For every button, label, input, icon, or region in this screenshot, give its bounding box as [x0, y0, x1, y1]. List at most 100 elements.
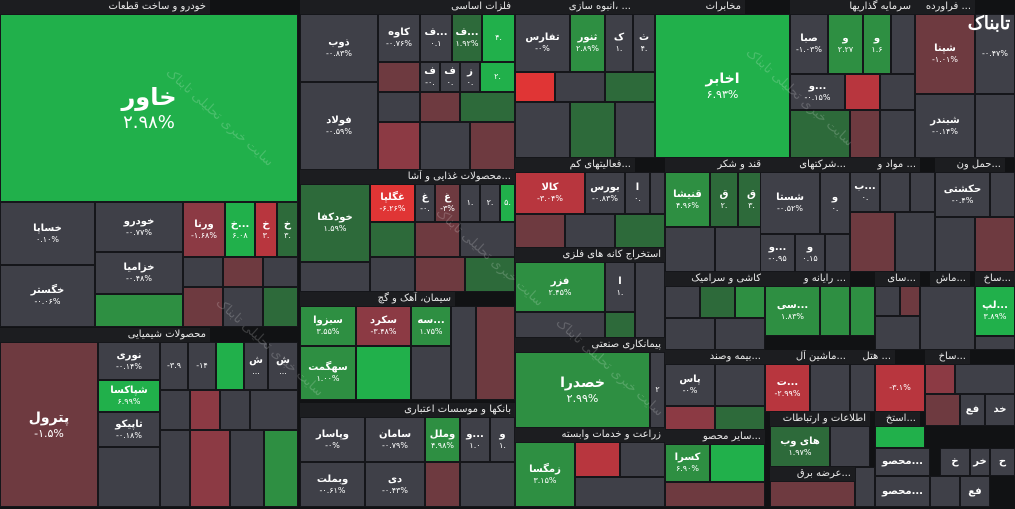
sector-header[interactable]: استخراج کانه های فلزی [515, 248, 665, 262]
sector-header[interactable]: فعالیتهای کم... [515, 158, 635, 172]
stock-tile[interactable] [715, 227, 765, 272]
stock-tile[interactable] [160, 390, 190, 430]
stock-tile[interactable] [880, 74, 915, 110]
stock-tile[interactable] [300, 262, 370, 292]
stock-tile[interactable] [665, 406, 715, 430]
stock-tile[interactable]: سی... ۱.۸۳% [765, 286, 820, 336]
stock-tile[interactable] [850, 286, 875, 336]
stock-tile[interactable] [620, 442, 665, 477]
stock-tile[interactable] [910, 172, 935, 212]
stock-tile[interactable] [895, 212, 935, 272]
stock-tile[interactable]: سه... ۱.۷۵% [411, 306, 451, 346]
stock-tile[interactable]: و... ۱.۰ [460, 417, 490, 462]
stock-tile[interactable] [190, 430, 230, 507]
stock-tile[interactable]: شستا -۰.۵۲% [760, 172, 820, 234]
stock-tile[interactable]: ف ۰. [440, 62, 460, 92]
stock-tile[interactable]: زمگسا ۳.۱۵% [515, 442, 575, 507]
stock-tile[interactable]: ۲. [480, 62, 515, 92]
stock-tile[interactable]: شپاکسا ۶.۹۹% [98, 380, 160, 412]
stock-tile[interactable]: سامان -۰.۷۹% [365, 417, 425, 462]
stock-tile[interactable] [930, 476, 960, 507]
stock-tile[interactable]: نوری -۰.۱۴% [98, 342, 160, 380]
stock-tile[interactable] [715, 318, 765, 350]
sector-header[interactable]: بانکها و موسسات اعتباری [300, 403, 515, 417]
stock-tile[interactable]: ۴. [482, 14, 515, 62]
stock-tile[interactable] [223, 287, 263, 327]
stock-tile[interactable]: ۲. [480, 184, 500, 222]
sector-header[interactable]: رایانه و ... [765, 272, 850, 286]
stock-tile[interactable] [216, 342, 244, 390]
stock-tile[interactable]: اخابر ۶.۹۳% [655, 14, 790, 158]
stock-tile[interactable] [460, 462, 515, 507]
stock-tile[interactable]: وبملت -۰.۶۱% [300, 462, 365, 507]
sector-header[interactable]: انبوه سازی، ... [515, 0, 635, 14]
stock-tile[interactable]: ش... [244, 342, 268, 390]
sector-header[interactable]: قند و شکر [665, 158, 765, 172]
stock-tile[interactable]: غگلپا -۶.۲۶% [370, 184, 415, 222]
sector-header[interactable]: پیمانکاری صنعتی [515, 338, 665, 352]
stock-tile[interactable]: محصو... [875, 448, 930, 476]
stock-tile[interactable] [575, 477, 665, 507]
stock-tile[interactable]: ق ۲. [710, 172, 738, 227]
stock-tile[interactable] [160, 430, 190, 507]
stock-tile[interactable] [378, 92, 420, 122]
stock-tile[interactable] [264, 430, 298, 507]
stock-tile[interactable] [356, 346, 411, 400]
stock-tile[interactable]: -۳.۹ [160, 342, 188, 390]
stock-tile[interactable]: ح [990, 448, 1015, 476]
sector-header[interactable]: اطلاعات و ارتباطات [770, 412, 870, 426]
stock-tile[interactable] [415, 222, 460, 257]
stock-tile[interactable]: فولاد -۰.۵۹% [300, 82, 378, 170]
sector-header[interactable]: سیمان، آهک و گچ [300, 292, 455, 306]
stock-tile[interactable] [650, 172, 665, 214]
stock-tile[interactable] [850, 110, 880, 158]
stock-tile[interactable] [460, 92, 515, 122]
stock-tile[interactable] [665, 482, 765, 507]
stock-tile[interactable] [98, 447, 160, 507]
stock-tile[interactable]: خگستر -۰.۰۶% [0, 265, 95, 327]
stock-tile[interactable]: ا ۱. [605, 262, 635, 312]
stock-tile[interactable] [820, 286, 850, 336]
stock-tile[interactable]: و ۲.۲۷ [828, 14, 863, 74]
stock-tile[interactable]: حکشتی -۰.۴% [935, 172, 990, 217]
stock-tile[interactable]: غ -۰. [415, 184, 435, 222]
stock-tile[interactable] [451, 306, 476, 400]
sector-header[interactable]: سای... [875, 272, 920, 286]
sector-header[interactable]: حمل ون... [935, 158, 1005, 172]
stock-tile[interactable] [955, 364, 1015, 394]
sector-header[interactable]: محصولات غذایی و آشا... [300, 170, 515, 184]
stock-tile[interactable] [900, 286, 920, 316]
stock-tile[interactable] [605, 72, 655, 102]
stock-tile[interactable]: ۲ [650, 352, 665, 428]
stock-tile[interactable]: های وب ۱.۹۷% [770, 426, 830, 467]
stock-tile[interactable]: ب... ۰. [850, 172, 880, 212]
sector-header[interactable]: فلزات اساسی [300, 0, 515, 14]
stock-tile[interactable]: ف... ۱.۹۲% [452, 14, 482, 62]
stock-tile[interactable] [250, 390, 298, 430]
stock-tile[interactable]: خ... ۶.۰۸ [225, 202, 255, 257]
stock-tile[interactable]: شبندر -۰.۱۴% [915, 94, 975, 158]
stock-tile[interactable]: و... -۰.۱۵% [790, 74, 845, 110]
stock-tile[interactable]: و ۰. [820, 172, 850, 234]
stock-tile[interactable] [575, 442, 620, 477]
stock-tile[interactable]: تفارس -۰% [515, 14, 570, 72]
sector-header[interactable]: سایر محصو... [665, 430, 765, 444]
stock-tile[interactable]: ش... [268, 342, 298, 390]
sector-header[interactable]: استخ... [875, 412, 920, 426]
stock-tile[interactable] [555, 72, 605, 102]
stock-tile[interactable] [790, 110, 850, 158]
stock-tile[interactable]: ۵. [500, 184, 515, 222]
stock-tile[interactable]: ف... ۰.۱ [420, 14, 452, 62]
stock-tile[interactable] [605, 312, 635, 338]
stock-tile[interactable] [515, 72, 555, 102]
stock-tile[interactable]: لپ... ۳.۸۹% [975, 286, 1015, 336]
stock-tile[interactable] [190, 390, 220, 430]
stock-tile[interactable]: سکرد -۳.۴۸% [356, 306, 411, 346]
stock-tile[interactable] [183, 287, 223, 327]
stock-tile[interactable] [880, 172, 910, 212]
stock-tile[interactable]: -۱۴ [188, 342, 216, 390]
stock-tile[interactable]: خ ۳. [277, 202, 298, 257]
stock-tile[interactable]: کالا -۳.۰۴% [515, 172, 585, 214]
stock-tile[interactable]: ۱. [460, 184, 480, 222]
stock-tile[interactable] [565, 214, 615, 248]
